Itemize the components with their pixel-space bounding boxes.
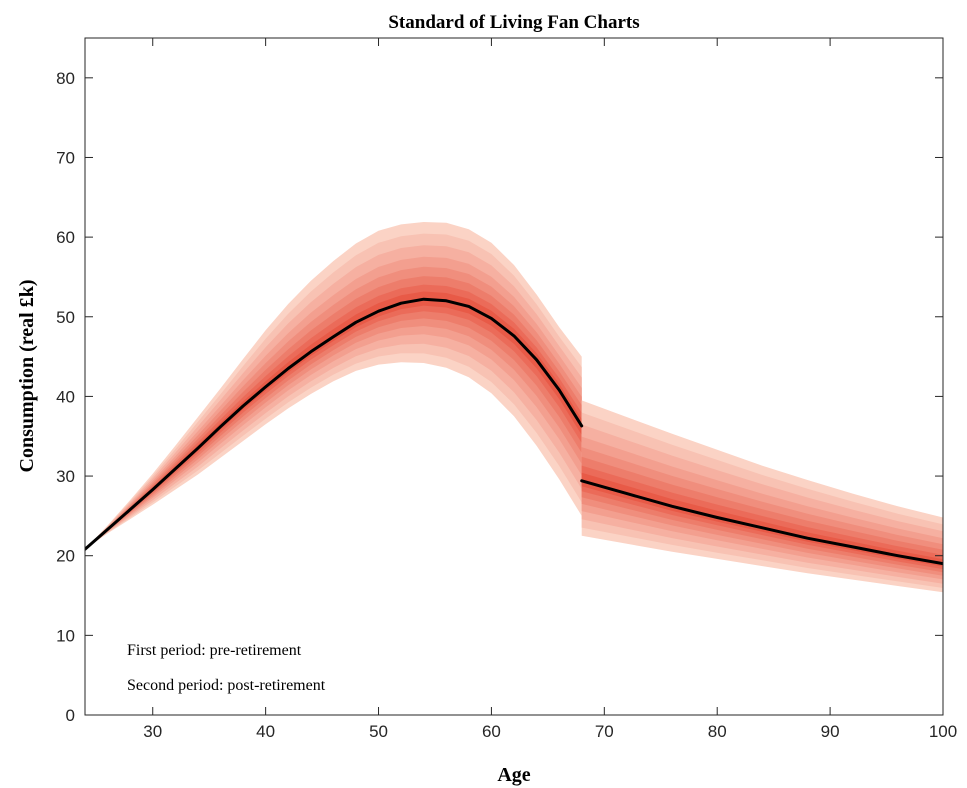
x-tick-label: 90 xyxy=(821,722,840,741)
y-tick-label: 0 xyxy=(66,706,75,725)
y-axis: 0 10 20 30 40 50 60 70 80 xyxy=(56,69,943,725)
x-tick-label: 50 xyxy=(369,722,388,741)
x-axis: 30 40 50 60 70 80 90 100 xyxy=(143,38,957,741)
x-tick-label: 60 xyxy=(482,722,501,741)
y-tick-label: 80 xyxy=(56,69,75,88)
y-tick-label: 50 xyxy=(56,308,75,327)
plot-frame xyxy=(84,37,944,716)
y-tick-label: 10 xyxy=(56,626,75,645)
x-tick-label: 30 xyxy=(143,722,162,741)
y-tick-label: 60 xyxy=(56,228,75,247)
y-tick-label: 20 xyxy=(56,547,75,566)
y-tick-label: 70 xyxy=(56,148,75,167)
x-tick-label: 80 xyxy=(708,722,727,741)
x-tick-label: 70 xyxy=(595,722,614,741)
y-axis-label: Consumption (real £k) xyxy=(16,280,38,473)
median-line-post-retirement xyxy=(580,479,943,566)
x-tick-label: 40 xyxy=(256,722,275,741)
annotation-second-period: Second period: post-retirement xyxy=(127,677,326,694)
fan-band-post-retirement xyxy=(581,472,943,567)
chart-title: Standard of Living Fan Charts xyxy=(388,12,639,33)
y-tick-label: 40 xyxy=(56,387,75,406)
x-axis-label: Age xyxy=(497,764,530,786)
annotation-first-period: First period: pre-retirement xyxy=(127,642,302,659)
median-lines xyxy=(85,297,943,566)
x-tick-label: 100 xyxy=(929,722,957,741)
y-tick-label: 30 xyxy=(56,467,75,486)
fan-bands xyxy=(85,222,943,593)
median-line-pre-retirement xyxy=(85,297,584,551)
